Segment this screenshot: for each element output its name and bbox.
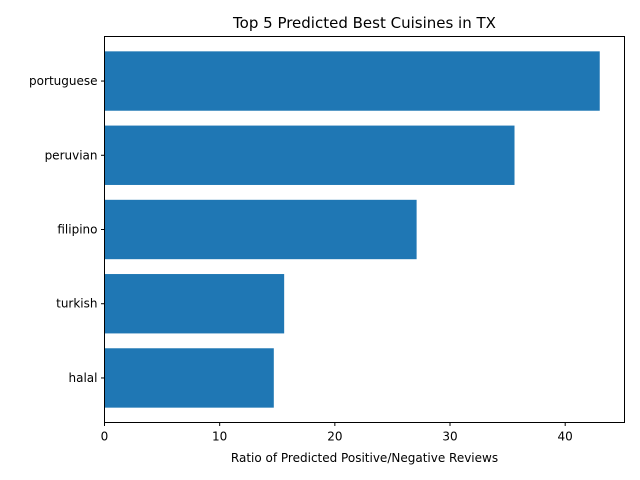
bar-turkish	[104, 274, 285, 334]
x-axis-ticks: 0 10 20 30 40	[101, 422, 573, 444]
chart-title: Top 5 Predicted Best Cuisines in TX	[232, 14, 496, 32]
bar-peruvian	[104, 125, 515, 185]
y-tick-label: turkish	[56, 297, 97, 311]
x-tick-label: 30	[442, 430, 457, 444]
y-tick-label: portuguese	[29, 74, 97, 88]
y-axis-ticks: portuguese peruvian filipino turkish halal	[29, 74, 105, 385]
y-tick-label: filipino	[57, 223, 97, 237]
plot-frame	[104, 36, 625, 423]
x-tick-label: 20	[327, 430, 342, 444]
x-tick-label: 10	[212, 430, 227, 444]
x-axis-label: Ratio of Predicted Positive/Negative Rev…	[231, 451, 498, 465]
y-tick-label: peruvian	[45, 148, 98, 162]
x-tick-label: 0	[101, 430, 109, 444]
x-tick-label: 40	[558, 430, 573, 444]
y-tick-label: halal	[69, 371, 98, 385]
bar-portuguese	[104, 51, 600, 111]
bar-filipino	[104, 199, 417, 260]
bar-halal	[104, 348, 274, 408]
bars-group	[104, 51, 600, 408]
